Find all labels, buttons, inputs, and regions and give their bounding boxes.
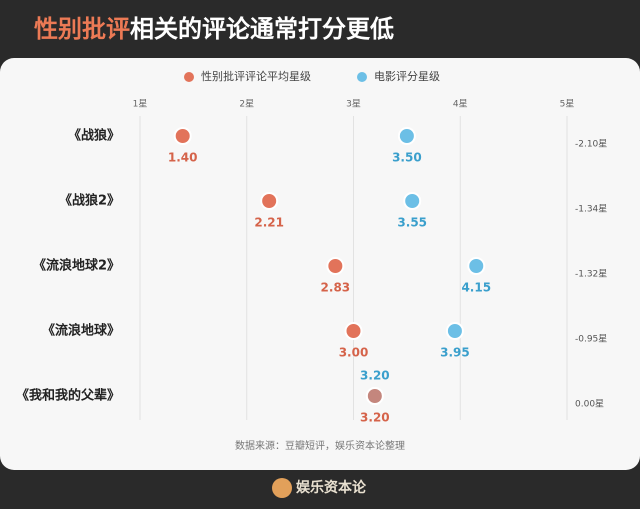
diff-label: 0.00星 xyxy=(575,399,604,410)
value-label: 3.55 xyxy=(397,216,427,230)
diff-label: -2.10星 xyxy=(575,139,607,150)
dot xyxy=(326,257,345,275)
x-tick-label: 4星 xyxy=(453,99,468,110)
dot xyxy=(344,322,363,340)
footer: 娱乐资本论 xyxy=(296,479,367,496)
value-label: 3.00 xyxy=(339,346,369,360)
chart-title: 性别批评相关的评论通常打分更低 xyxy=(34,15,394,43)
value-label: 3.95 xyxy=(440,346,470,360)
x-tick-label: 3星 xyxy=(346,99,361,110)
dot xyxy=(397,127,416,145)
legend-marker xyxy=(357,72,367,82)
value-label: 2.83 xyxy=(321,281,351,295)
plot: 性别批评评论平均星级 电影评分星级 1星 2星 3星 4星 5星《战狼》 -2.10星 3.50… xyxy=(16,69,607,425)
title-rest: 相关的评论通常打分更低 xyxy=(130,15,394,43)
logo-icon xyxy=(272,478,292,498)
category-label: 《战狼》 xyxy=(68,128,120,144)
legend-label: 电影评分星级 xyxy=(374,70,440,83)
value-label: 2.21 xyxy=(254,216,284,230)
title-highlight: 性别批评 xyxy=(34,15,130,43)
dot xyxy=(467,257,486,275)
x-tick-label: 2星 xyxy=(239,99,254,110)
dot xyxy=(365,387,384,405)
panel xyxy=(0,58,640,470)
dot xyxy=(260,192,279,210)
legend-marker xyxy=(184,72,194,82)
category-label: 《我和我的父辈》 xyxy=(16,388,120,404)
diff-label: -1.34星 xyxy=(575,204,607,215)
category-label: 《流浪地球》 xyxy=(42,323,120,339)
x-tick-label: 5星 xyxy=(560,99,575,110)
dot xyxy=(173,127,192,145)
value-label: 4.15 xyxy=(461,281,491,295)
dot xyxy=(403,192,422,210)
value-label: 3.20 xyxy=(360,411,390,425)
source: 数据来源：豆瓣短评，娱乐资本论整理 xyxy=(235,439,405,452)
category-label: 《战狼2》 xyxy=(59,193,120,209)
diff-label: -1.32星 xyxy=(575,269,607,280)
x-tick-label: 1星 xyxy=(133,99,148,110)
category-label: 《流浪地球2》 xyxy=(33,258,120,274)
diff-label: -0.95星 xyxy=(575,334,607,345)
value-label: 3.50 xyxy=(392,151,422,165)
value-label: 1.40 xyxy=(168,151,198,165)
dot xyxy=(445,322,464,340)
value-label: 3.20 xyxy=(360,369,390,383)
legend-label: 性别批评评论平均星级 xyxy=(201,69,311,83)
